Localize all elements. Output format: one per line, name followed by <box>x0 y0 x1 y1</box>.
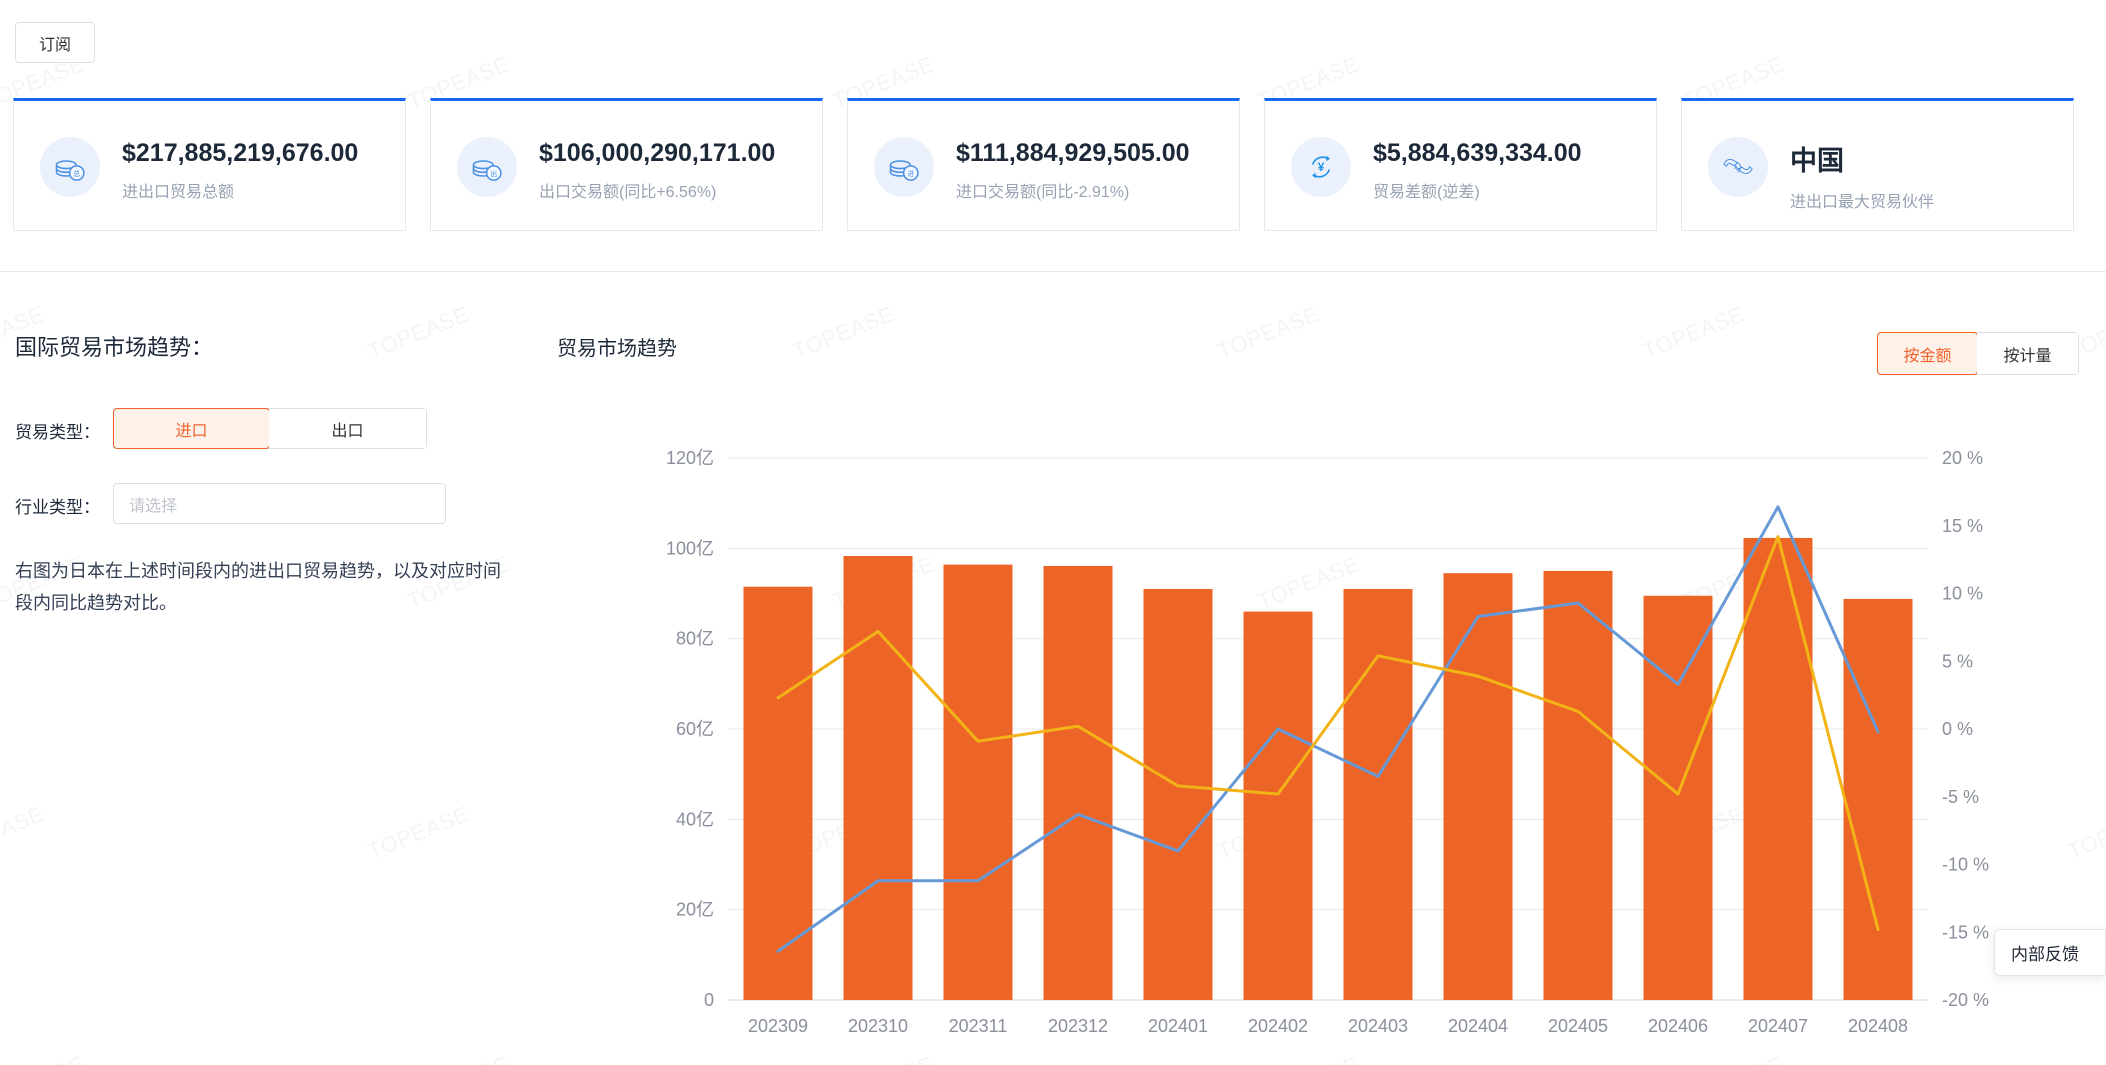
svg-text:¥: ¥ <box>1318 160 1325 174</box>
svg-text:80亿: 80亿 <box>676 629 714 649</box>
svg-text:202402: 202402 <box>1248 1016 1308 1036</box>
svg-text:-15 %: -15 % <box>1942 922 1989 942</box>
svg-text:10 %: 10 % <box>1942 584 1983 604</box>
svg-text:202407: 202407 <box>1748 1016 1808 1036</box>
svg-text:0: 0 <box>704 990 714 1010</box>
svg-text:202403: 202403 <box>1348 1016 1408 1036</box>
svg-text:202406: 202406 <box>1648 1016 1708 1036</box>
svg-text:进: 进 <box>907 170 914 178</box>
svg-text:0 %: 0 % <box>1942 719 1973 739</box>
svg-text:202312: 202312 <box>1048 1016 1108 1036</box>
svg-text:100亿: 100亿 <box>666 538 714 558</box>
svg-text:120亿: 120亿 <box>666 448 714 468</box>
svg-text:-5 %: -5 % <box>1942 787 1979 807</box>
svg-text:202401: 202401 <box>1148 1016 1208 1036</box>
svg-text:-10 %: -10 % <box>1942 855 1989 875</box>
svg-text:-20 %: -20 % <box>1942 990 1989 1010</box>
svg-text:202404: 202404 <box>1448 1016 1508 1036</box>
svg-text:出: 出 <box>490 169 497 178</box>
svg-text:40亿: 40亿 <box>676 809 714 829</box>
svg-text:20 %: 20 % <box>1942 448 1983 468</box>
svg-text:60亿: 60亿 <box>676 719 714 739</box>
svg-text:202310: 202310 <box>848 1016 908 1036</box>
svg-text:5 %: 5 % <box>1942 651 1973 671</box>
svg-text:202405: 202405 <box>1548 1016 1608 1036</box>
svg-text:202309: 202309 <box>748 1016 808 1036</box>
svg-text:20亿: 20亿 <box>676 900 714 920</box>
svg-text:202311: 202311 <box>949 1016 1008 1036</box>
svg-text:202408: 202408 <box>1848 1016 1908 1036</box>
svg-text:15 %: 15 % <box>1942 516 1983 536</box>
svg-text:总: 总 <box>73 169 80 178</box>
